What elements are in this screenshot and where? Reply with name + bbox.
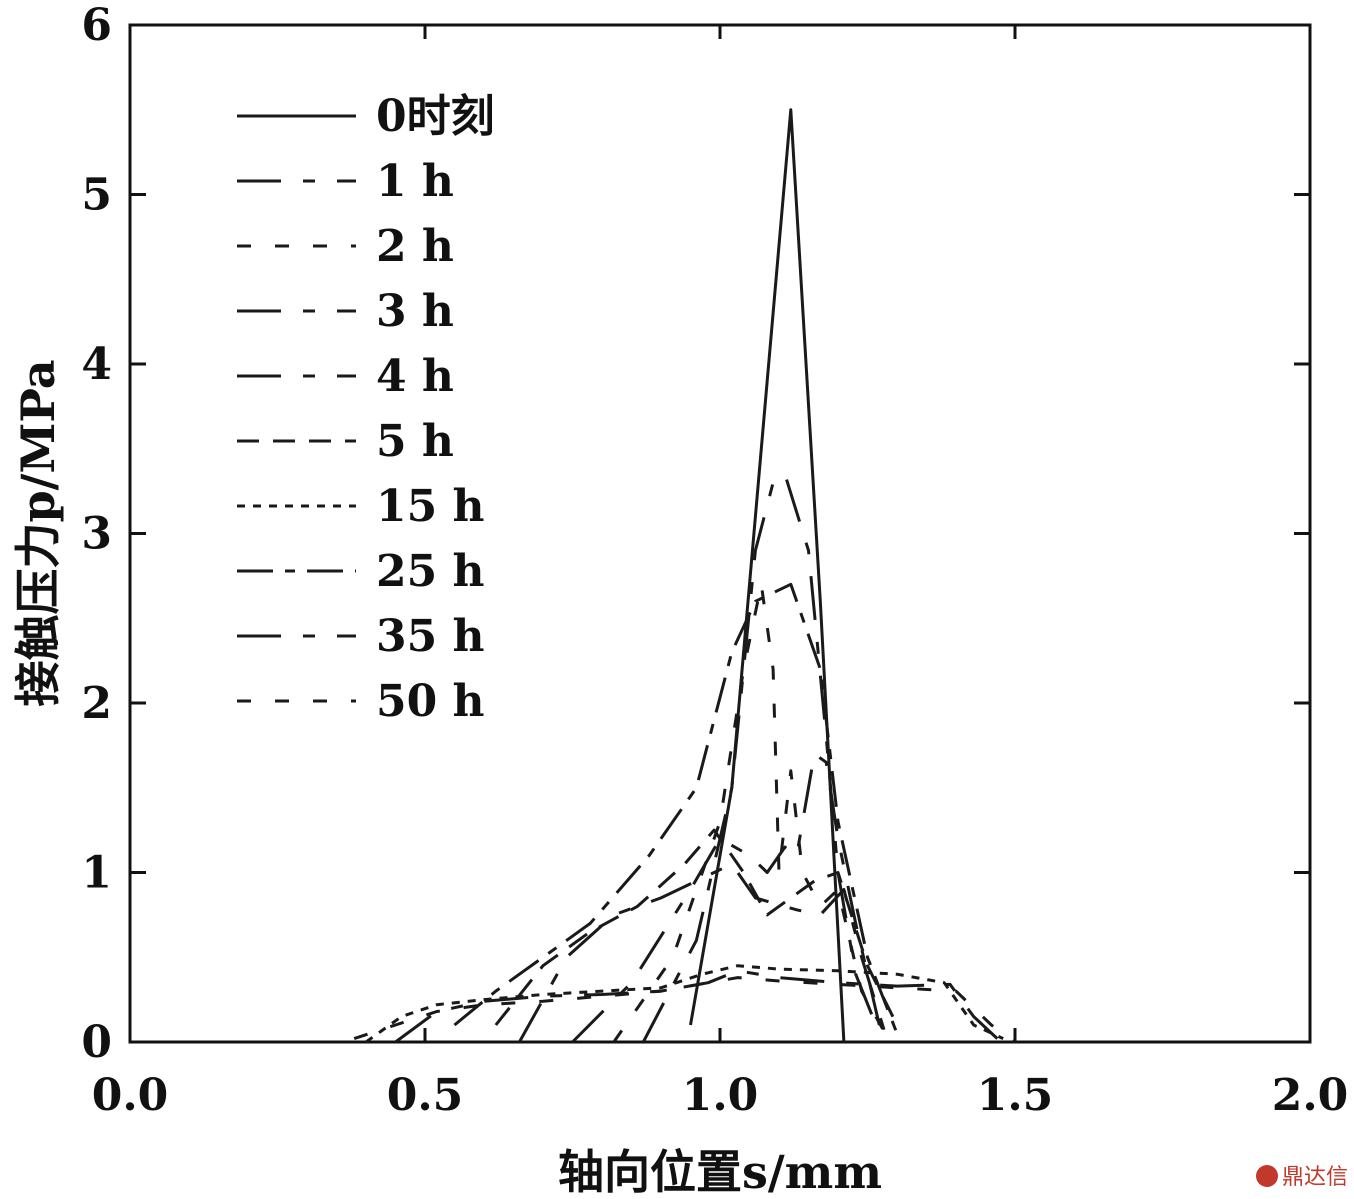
y-tick-label-0: 0 <box>81 1017 112 1068</box>
legend-label-5: 5 h <box>376 416 454 467</box>
series-line-6 <box>365 964 1004 1044</box>
legend-label-7: 25 h <box>376 546 485 597</box>
legend-label-1: 1 h <box>376 156 454 207</box>
legend: 0时刻 1 h 2 h 3 h 4 h 5 h 15 h 25 h 35 h 50 h <box>237 91 495 727</box>
legend-label-6: 15 h <box>376 481 485 532</box>
series-lines <box>353 108 1016 1044</box>
series-line-5 <box>494 828 899 1026</box>
y-axis-label: 接触压力p/MPa <box>11 359 65 706</box>
watermark-text: 鼎达信 <box>1282 1165 1348 1190</box>
y-tick-label-4: 4 <box>81 339 112 390</box>
x-tick-label-4: 2.0 <box>1272 1070 1349 1121</box>
legend-label-3: 3 h <box>376 286 454 337</box>
y-tick-label-2: 2 <box>81 678 112 729</box>
legend-label-8: 35 h <box>376 611 485 662</box>
plot-frame <box>128 23 1312 1044</box>
watermark-icon <box>1256 1165 1278 1187</box>
series-line-0 <box>689 108 846 1043</box>
legend-label-9: 50 h <box>376 676 485 727</box>
series-line-8 <box>394 969 999 1044</box>
x-tick-label-2: 1.0 <box>682 1070 759 1121</box>
axis-ticks <box>128 23 1312 1044</box>
x-tick-label-3: 1.5 <box>977 1070 1054 1121</box>
series-line-3 <box>571 752 881 1044</box>
y-tick-label-6: 6 <box>81 0 112 51</box>
x-tick-labels: 0.0 0.5 1.0 1.5 2.0 <box>92 1070 1349 1121</box>
legend-label-2: 2 h <box>376 221 454 272</box>
y-tick-label-1: 1 <box>81 848 112 899</box>
y-tick-label-3: 3 <box>81 509 112 560</box>
y-tick-label-5: 5 <box>81 170 112 221</box>
x-axis-label: 轴向位置s/mm <box>558 1145 882 1199</box>
legend-label-0: 0时刻 <box>376 91 495 142</box>
series-line-1 <box>641 472 881 1043</box>
x-tick-label-1: 0.5 <box>387 1070 464 1121</box>
series-line-4 <box>518 862 887 1043</box>
watermark-logo: 鼎达信 <box>1256 1165 1348 1190</box>
y-tick-labels: 0 1 2 3 4 5 6 <box>81 0 112 1068</box>
legend-label-4: 4 h <box>376 351 454 402</box>
x-tick-label-0: 0.0 <box>92 1070 169 1121</box>
series-line-7 <box>453 582 899 1035</box>
